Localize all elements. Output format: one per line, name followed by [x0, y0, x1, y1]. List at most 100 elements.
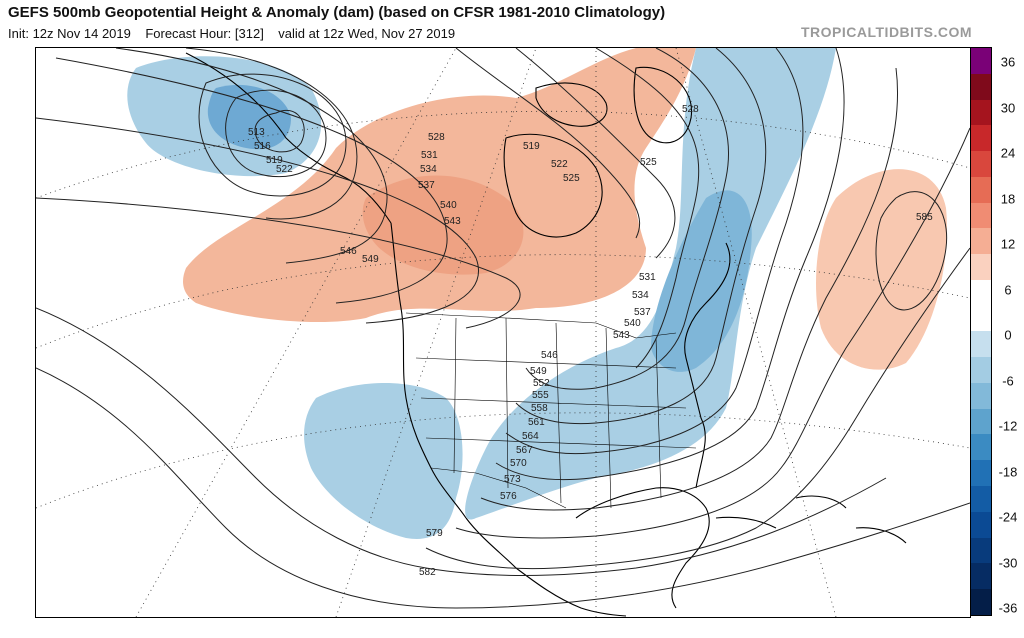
colorbar-tick-label: -6: [1002, 373, 1014, 388]
contour-label: 531: [421, 150, 438, 161]
colorbar-segment: [971, 537, 991, 564]
forecast-hour-label: Forecast Hour: [312]: [145, 26, 264, 41]
contour-line: [425, 247, 970, 570]
contour-label: 570: [510, 458, 527, 469]
contour-label: 534: [420, 164, 437, 175]
colorbar-segment: [971, 408, 991, 435]
colorbar-tick-label: 6: [1004, 282, 1012, 297]
political-borders: [405, 312, 697, 509]
contour-label: 576: [500, 491, 517, 502]
colorbar-segment: [971, 73, 991, 100]
contour-label: 537: [634, 307, 651, 318]
contour-line: [36, 307, 887, 576]
contour-label: 549: [362, 254, 379, 265]
contour-label: 552: [533, 378, 550, 389]
colorbar-segment: [971, 305, 991, 332]
colorbar-segment: [971, 279, 991, 306]
contour-line: [595, 48, 700, 369]
contour-label: 540: [624, 318, 641, 329]
contour-label: 564: [522, 431, 539, 442]
colorbar-tick-label: -18: [998, 464, 1018, 479]
coastline-caribbean: [715, 495, 907, 544]
contour-line: [36, 367, 970, 609]
coastline-baja-mexico: [465, 517, 627, 617]
contour-label: 522: [276, 164, 293, 175]
contour-line: [875, 191, 948, 311]
colorbar-segment: [971, 176, 991, 203]
colorbar-segment: [971, 460, 991, 487]
coastlines: [185, 52, 907, 617]
positive-anomaly-atlantic: [816, 169, 947, 370]
forecast-info-line: Init: 12z Nov 14 2019 Forecast Hour: [31…: [8, 26, 455, 41]
contour-line: [36, 197, 521, 329]
coastline-hudson-bay: [503, 133, 603, 238]
contour-label: 579: [426, 528, 443, 539]
longitude-line: [675, 48, 837, 617]
height-contours: [36, 48, 970, 609]
contour-label: 525: [640, 157, 657, 168]
colorbar-segment: [971, 48, 991, 74]
contour-label: 582: [419, 567, 436, 578]
colorbar-tick-label: 24: [1000, 145, 1016, 161]
colorbar-segment: [971, 357, 991, 383]
colorbar-segment: [971, 228, 991, 255]
colorbar-tick-label: 30: [1000, 100, 1016, 115]
contour-label: 519: [266, 155, 283, 166]
colorbar-tick-label: -30: [998, 555, 1018, 570]
coastline-alaska: [185, 52, 392, 224]
lat-lon-grid: [36, 48, 970, 617]
colorbar-segment: [971, 486, 991, 512]
contour-label: 522: [551, 159, 568, 170]
contour-label: 567: [516, 445, 533, 456]
coastline-arctic-islands: [535, 66, 693, 144]
contour-line: [455, 127, 970, 539]
us-mexico-border: [430, 467, 567, 509]
contour-label: 513: [248, 127, 265, 138]
contour-label: 546: [541, 350, 558, 361]
contour-label: 555: [532, 390, 549, 401]
contour-line: [515, 48, 676, 259]
coastline-gulf-of-mexico: [575, 487, 710, 609]
colorbar-tick-label: 0: [1004, 327, 1012, 343]
site-watermark[interactable]: TROPICALTIDBITS.COM: [800, 24, 972, 40]
valid-time-label: valid at 12z Wed, Nov 27 2019: [278, 26, 456, 41]
us-canada-border: [405, 312, 677, 339]
colorbar-tick-label: -12: [998, 418, 1018, 434]
colorbar-tick-label: 18: [1000, 191, 1016, 206]
coastline-east-coast: [684, 242, 731, 489]
negative-anomaly-northeast-core: [651, 190, 752, 372]
anomaly-shading: [127, 48, 947, 539]
colorbar-segment: [971, 511, 991, 538]
colorbar-segment: [971, 331, 991, 358]
contour-line: [480, 67, 899, 511]
contour-line: [505, 48, 804, 455]
contour-label: 519: [523, 141, 540, 152]
init-time-label: Init: 12z Nov 14 2019: [8, 26, 131, 41]
chart-title: GEFS 500mb Geopotential Height & Anomaly…: [8, 4, 666, 21]
negative-anomaly-north-atlantic: [465, 48, 836, 520]
contour-label: 516: [254, 141, 271, 152]
latitude-line: [36, 110, 970, 199]
colorbar-segment: [971, 382, 991, 409]
contour-label: 540: [440, 200, 457, 211]
contour-label: 534: [632, 290, 649, 301]
contour-line: [36, 117, 479, 324]
negative-anomaly-southwest: [304, 383, 463, 539]
contour-line: [115, 48, 388, 264]
colorbar-tick-label: -24: [998, 509, 1018, 525]
contour-line: [185, 48, 358, 220]
map-panel: 513 516 519 522 528 531 534 537 540 543 546 549 519 5…: [35, 47, 971, 618]
negative-anomaly-core-alaska: [207, 84, 291, 150]
contour-label: 543: [613, 330, 630, 341]
contour-label: 531: [639, 272, 656, 283]
contour-line: [525, 48, 729, 390]
colorbar-tick-label: 36: [1000, 54, 1016, 70]
colorbar-segment: [971, 589, 991, 615]
contour-line: [254, 109, 305, 153]
anomaly-colorbar: [970, 47, 992, 616]
contour-line: [55, 57, 448, 304]
contour-label: 528: [428, 132, 445, 143]
map-canvas: 5135165195225285315345375405435465495195…: [36, 48, 970, 617]
contour-line: [515, 48, 767, 425]
contour-label: 543: [444, 216, 461, 227]
